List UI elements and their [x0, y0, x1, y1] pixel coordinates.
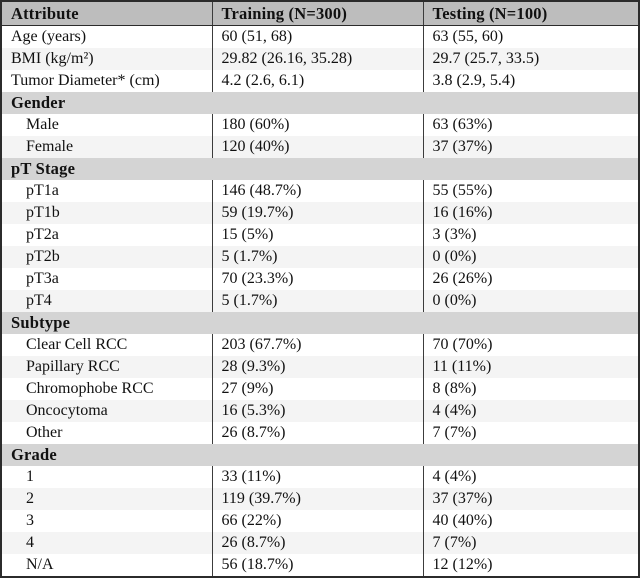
testing-value-cell: 0 (0%) — [422, 290, 638, 312]
header-row: Attribute Training (N=300) Testing (N=10… — [2, 2, 638, 26]
attribute-cell: Clear Cell RCC — [26, 336, 128, 353]
table-row-clear-cell-rcc: Clear Cell RCC 203 (67.7%) 70 (70%) — [2, 334, 638, 356]
attribute-cell: Papillary RCC — [26, 358, 120, 375]
testing-value-cell: 16 (16%) — [422, 202, 638, 224]
testing-value-cell: 26 (26%) — [422, 268, 638, 290]
training-value-cell: 26 (8.7%) — [211, 422, 423, 444]
attribute-cell: 3 — [26, 512, 34, 529]
testing-value-cell: 63 (55, 60) — [422, 25, 638, 48]
training-value-cell: 203 (67.7%) — [211, 334, 423, 356]
table-row-other-subtype: Other 26 (8.7%) 7 (7%) — [2, 422, 638, 444]
testing-value-cell: 37 (37%) — [422, 136, 638, 158]
table-row-grade-1: 1 33 (11%) 4 (4%) — [2, 466, 638, 488]
training-value-cell: 15 (5%) — [211, 224, 423, 246]
training-value-cell: 5 (1.7%) — [211, 246, 423, 268]
testing-value-cell: 70 (70%) — [422, 334, 638, 356]
training-value-cell: 29.82 (26.16, 35.28) — [211, 48, 423, 70]
table-row-pt4: pT4 5 (1.7%) 0 (0%) — [2, 290, 638, 312]
testing-value-cell: 63 (63%) — [422, 114, 638, 136]
testing-value-cell: 3 (3%) — [422, 224, 638, 246]
attribute-cell: 4 — [26, 534, 34, 551]
testing-value-cell: 55 (55%) — [422, 180, 638, 202]
attribute-cell: BMI (kg/m²) — [11, 50, 94, 67]
table-row-grade-4: 4 26 (8.7%) 7 (7%) — [2, 532, 638, 554]
training-value-cell: 60 (51, 68) — [211, 25, 423, 48]
column-header-attribute: Attribute — [2, 2, 212, 26]
training-value-cell: 120 (40%) — [211, 136, 423, 158]
section-header-row-grade: Grade — [2, 444, 638, 466]
table-row-bmi: BMI (kg/m²) 29.82 (26.16, 35.28) 29.7 (2… — [2, 48, 638, 70]
table-row-pt2a: pT2a 15 (5%) 3 (3%) — [2, 224, 638, 246]
testing-value-cell: 29.7 (25.7, 33.5) — [422, 48, 638, 70]
attribute-cell: pT2a — [26, 226, 59, 243]
attribute-cell: Female — [26, 138, 74, 155]
attribute-cell: Tumor Diameter* (cm) — [11, 72, 160, 89]
table-row-grade-2: 2 119 (39.7%) 37 (37%) — [2, 488, 638, 510]
attribute-cell: pT4 — [26, 292, 52, 309]
table-row-pt1b: pT1b 59 (19.7%) 16 (16%) — [2, 202, 638, 224]
section-header-row-pt-stage: pT Stage — [2, 158, 638, 180]
attribute-cell: pT1b — [26, 204, 60, 221]
training-value-cell: 146 (48.7%) — [211, 180, 423, 202]
attribute-cell: Other — [26, 424, 63, 441]
testing-value-cell: 40 (40%) — [422, 510, 638, 532]
training-value-cell: 28 (9.3%) — [211, 356, 423, 378]
table-row-tumor-diameter: Tumor Diameter* (cm) 4.2 (2.6, 6.1) 3.8 … — [2, 70, 638, 92]
testing-value-cell: 4 (4%) — [422, 466, 638, 488]
attribute-cell: Male — [26, 116, 59, 133]
training-value-cell: 66 (22%) — [211, 510, 423, 532]
attribute-cell: Age (years) — [11, 28, 87, 45]
attribute-cell: pT2b — [26, 248, 60, 265]
training-value-cell: 5 (1.7%) — [211, 290, 423, 312]
testing-value-cell: 3.8 (2.9, 5.4) — [422, 70, 638, 92]
section-title: Subtype — [2, 312, 638, 334]
testing-value-cell: 7 (7%) — [422, 532, 638, 554]
table-row-grade-na: N/A 56 (18.7%) 12 (12%) — [2, 554, 638, 576]
attribute-cell: Chromophobe RCC — [26, 380, 154, 397]
attribute-cell: pT1a — [26, 182, 59, 199]
testing-value-cell: 0 (0%) — [422, 246, 638, 268]
table-row-grade-3: 3 66 (22%) 40 (40%) — [2, 510, 638, 532]
attribute-cell: N/A — [26, 556, 54, 573]
training-value-cell: 16 (5.3%) — [211, 400, 423, 422]
column-header-testing: Testing (N=100) — [422, 2, 638, 26]
section-header-row-subtype: Subtype — [2, 312, 638, 334]
table-row-papillary-rcc: Papillary RCC 28 (9.3%) 11 (11%) — [2, 356, 638, 378]
table-row-age: Age (years) 60 (51, 68) 63 (55, 60) — [2, 25, 638, 48]
training-value-cell: 119 (39.7%) — [211, 488, 423, 510]
table-row-chromophobe-rcc: Chromophobe RCC 27 (9%) 8 (8%) — [2, 378, 638, 400]
attribute-cell: 1 — [26, 468, 34, 485]
section-title: pT Stage — [2, 158, 638, 180]
testing-value-cell: 11 (11%) — [422, 356, 638, 378]
table-row-oncocytoma: Oncocytoma 16 (5.3%) 4 (4%) — [2, 400, 638, 422]
table-row-pt2b: pT2b 5 (1.7%) 0 (0%) — [2, 246, 638, 268]
section-title: Grade — [2, 444, 638, 466]
testing-value-cell: 7 (7%) — [422, 422, 638, 444]
section-header-row-gender: Gender — [2, 92, 638, 114]
testing-value-cell: 8 (8%) — [422, 378, 638, 400]
training-value-cell: 56 (18.7%) — [211, 554, 423, 576]
testing-value-cell: 37 (37%) — [422, 488, 638, 510]
section-title: Gender — [2, 92, 638, 114]
testing-value-cell: 4 (4%) — [422, 400, 638, 422]
testing-value-cell: 12 (12%) — [422, 554, 638, 576]
training-value-cell: 27 (9%) — [211, 378, 423, 400]
attribute-cell: 2 — [26, 490, 34, 507]
training-value-cell: 33 (11%) — [211, 466, 423, 488]
training-value-cell: 59 (19.7%) — [211, 202, 423, 224]
attribute-cell: pT3a — [26, 270, 59, 287]
table-row-pt1a: pT1a 146 (48.7%) 55 (55%) — [2, 180, 638, 202]
table-row-female: Female 120 (40%) 37 (37%) — [2, 136, 638, 158]
training-value-cell: 70 (23.3%) — [211, 268, 423, 290]
training-value-cell: 4.2 (2.6, 6.1) — [211, 70, 423, 92]
training-value-cell: 180 (60%) — [211, 114, 423, 136]
attribute-cell: Oncocytoma — [26, 402, 108, 419]
table-row-pt3a: pT3a 70 (23.3%) 26 (26%) — [2, 268, 638, 290]
table-row-male: Male 180 (60%) 63 (63%) — [2, 114, 638, 136]
column-header-training: Training (N=300) — [211, 2, 423, 26]
training-value-cell: 26 (8.7%) — [211, 532, 423, 554]
